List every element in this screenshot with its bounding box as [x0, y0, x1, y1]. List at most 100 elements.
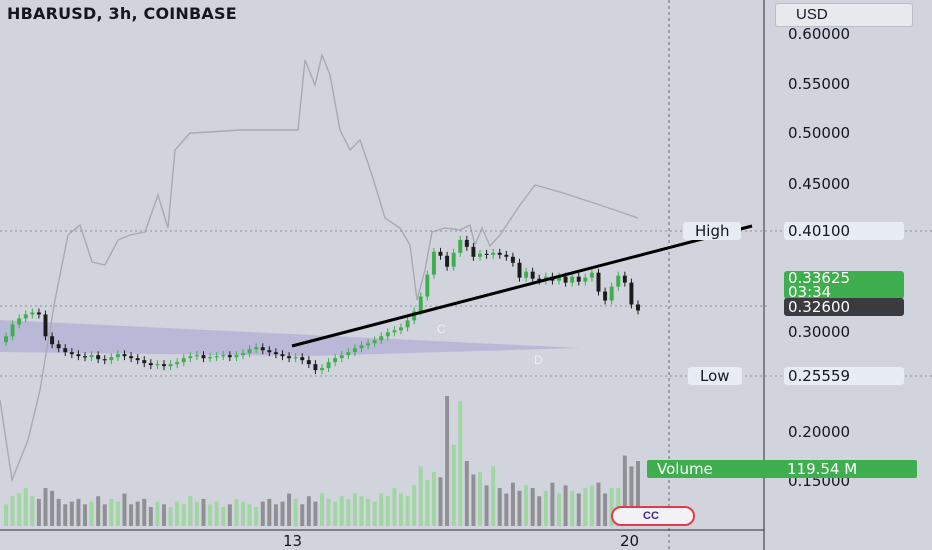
volume-bar: [76, 498, 81, 526]
volume-bar: [234, 498, 239, 526]
candle-body: [102, 359, 107, 361]
volume-bar: [510, 482, 515, 526]
candle-body: [273, 352, 278, 355]
volume-bar: [96, 496, 101, 526]
candle-body: [162, 364, 166, 367]
candle-body: [504, 254, 509, 257]
candle-body: [399, 327, 403, 331]
candle-body: [425, 274, 430, 297]
tick-055: 0.55000: [788, 75, 850, 93]
volume-bar: [392, 488, 397, 526]
candle-body: [254, 347, 259, 350]
volume-bar: [267, 498, 272, 526]
volume-bar: [346, 498, 351, 526]
candle-body: [352, 348, 357, 353]
volume-bar: [23, 488, 28, 526]
volume-bar: [399, 493, 403, 526]
volume-bar: [162, 504, 166, 526]
candle-body: [96, 355, 101, 360]
candle-body: [168, 364, 173, 367]
volume-bar: [576, 493, 581, 526]
volume-bar: [188, 496, 193, 526]
candle-body: [23, 314, 28, 319]
volume-bar: [50, 490, 55, 526]
volume-bar: [43, 488, 48, 526]
volume-bar: [148, 507, 153, 526]
volume-bar: [208, 504, 213, 526]
volume-bar: [221, 507, 226, 526]
candle-body: [4, 336, 8, 343]
crosshair-price-tag: 0.32600: [784, 298, 904, 316]
high-label: High: [683, 222, 742, 240]
volume-bar: [405, 496, 410, 526]
volume-bar: [339, 496, 344, 526]
candle-body: [300, 357, 305, 361]
volume-bar: [247, 504, 252, 526]
volume-bar: [17, 493, 22, 526]
candle-body: [616, 275, 621, 287]
badge-text: CC: [643, 510, 659, 522]
volume-bar: [484, 485, 489, 526]
volume-bar: [63, 504, 68, 526]
volume-bar: [273, 504, 278, 526]
volume-bar: [491, 466, 496, 526]
volume-bar: [115, 501, 120, 526]
volume-bar: [293, 498, 298, 526]
candle-body: [17, 318, 22, 325]
volume-bar: [194, 501, 199, 526]
volume-bar: [366, 498, 371, 526]
high-price-tag: 0.40100: [784, 222, 904, 240]
candle-body: [497, 252, 502, 255]
low-label: Low: [688, 367, 742, 385]
currency-button[interactable]: USD: [775, 3, 913, 27]
volume-bar: [609, 488, 614, 526]
time-axis: 13 20: [283, 532, 639, 550]
volume-bar: [425, 479, 430, 526]
candle-body: [576, 276, 581, 282]
volume-bar: [142, 498, 147, 526]
volume-bar: [214, 501, 219, 526]
volume-bar: [603, 493, 608, 526]
bar-countdown: 03:34: [788, 283, 832, 301]
volume-bar: [109, 498, 114, 526]
candle-body: [438, 251, 443, 256]
volume-bar: [83, 504, 87, 526]
low-price-tag: 0.25559: [784, 367, 904, 385]
volume-bar: [287, 493, 292, 526]
volume-bar: [504, 493, 509, 526]
candle-body: [43, 314, 48, 337]
candle-body: [333, 358, 338, 363]
volume-bar: [89, 501, 94, 526]
volume-bar: [451, 444, 456, 526]
candle-body: [201, 355, 206, 359]
candle-body: [287, 356, 292, 359]
volume-bar: [418, 466, 423, 526]
tick-045: 0.45000: [788, 175, 850, 193]
candle-body: [346, 352, 351, 356]
volume-bar: [438, 477, 443, 526]
volume-bar: [56, 498, 61, 526]
candle-body: [379, 336, 384, 341]
trend-line[interactable]: [291, 224, 753, 348]
symbol-title: HBARUSD, 3h, COINBASE: [7, 4, 237, 23]
candle-body: [464, 239, 469, 247]
tick-030: 0.30000: [788, 323, 850, 341]
candle-body: [484, 253, 489, 255]
volume-bar: [122, 493, 127, 526]
candle-body: [524, 271, 529, 278]
volume-bar: [550, 482, 555, 526]
volume-bar: [530, 488, 535, 526]
volume-bar: [412, 485, 417, 526]
volume-bar: [464, 461, 469, 526]
candle-body: [563, 276, 568, 283]
candle-body: [629, 282, 634, 305]
candle-body: [530, 271, 535, 279]
volume-label: Volume: [657, 460, 713, 478]
volume-bar: [4, 504, 8, 526]
volume-bar: [326, 498, 331, 526]
volume-bar: [524, 485, 529, 526]
volume-bar: [69, 501, 74, 526]
candle-body: [234, 355, 239, 358]
candle-body: [583, 277, 588, 282]
candle-body: [109, 357, 114, 361]
